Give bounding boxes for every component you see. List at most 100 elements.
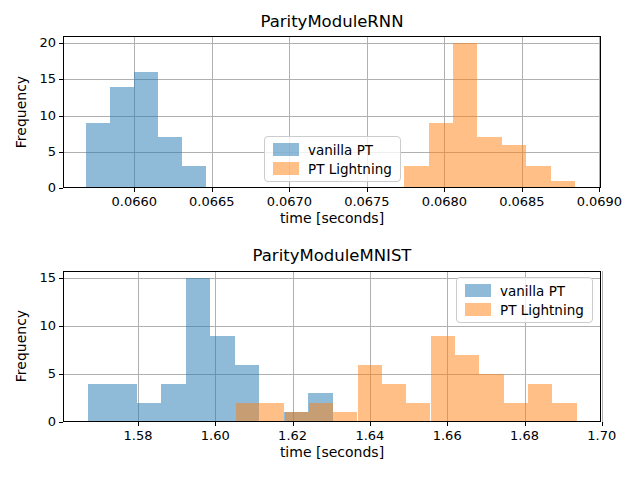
x-tick-label: 0.0660 xyxy=(112,194,158,209)
hist-bar xyxy=(260,403,284,422)
y-tick-mark xyxy=(59,116,63,117)
hist-bar xyxy=(210,336,235,422)
legend-mnist: vanilla PT PT Lightning xyxy=(456,277,593,323)
plot-title-rnn: ParityModuleRNN xyxy=(63,12,601,31)
x-tick-mark xyxy=(289,188,290,192)
x-tick-mark xyxy=(602,422,603,426)
y-tick-mark xyxy=(59,422,63,423)
y-tick-mark xyxy=(59,374,63,375)
x-tick-label: 0.0690 xyxy=(577,194,623,209)
y-tick-label: 0 xyxy=(16,414,56,429)
x-tick-mark xyxy=(367,188,368,192)
x-tick-mark xyxy=(212,188,213,192)
y-gridline xyxy=(63,43,601,44)
hist-bar xyxy=(182,166,206,188)
x-tick-mark xyxy=(599,188,600,192)
hist-bar xyxy=(161,384,186,422)
hist-bar xyxy=(479,374,503,422)
legend-label-pt-lightning: PT Lightning xyxy=(308,161,392,177)
hist-bar xyxy=(309,403,333,422)
legend-entry-vanilla-pt: vanilla PT xyxy=(465,282,584,299)
x-tick-label: 1.66 xyxy=(433,428,462,443)
x-tick-label: 0.0675 xyxy=(344,194,390,209)
hist-bar xyxy=(333,412,357,422)
hist-bar xyxy=(429,123,453,188)
hist-bar xyxy=(406,403,430,422)
y-tick-mark xyxy=(59,278,63,279)
x-tick-label: 0.0680 xyxy=(422,194,468,209)
x-tick-label: 0.0670 xyxy=(267,194,313,209)
y-tick-label: 15 xyxy=(16,71,56,86)
hist-bar xyxy=(552,403,576,422)
x-gridline xyxy=(212,36,213,188)
hist-bar xyxy=(110,87,134,188)
x-tick-label: 1.70 xyxy=(587,428,616,443)
x-tick-mark xyxy=(447,422,448,426)
hist-bar xyxy=(137,403,162,422)
legend-entry-pt-lightning: PT Lightning xyxy=(273,160,392,177)
y-tick-mark xyxy=(59,79,63,80)
vanilla-pt-swatch-icon xyxy=(273,143,299,156)
hist-bar xyxy=(477,137,501,188)
hist-bar xyxy=(285,412,309,422)
x-tick-label: 1.64 xyxy=(355,428,384,443)
x-tick-mark xyxy=(134,188,135,192)
y-tick-label: 10 xyxy=(16,108,56,123)
hist-bar xyxy=(526,166,551,188)
y-tick-label: 20 xyxy=(16,35,56,50)
hist-bar xyxy=(504,403,528,422)
x-tick-mark xyxy=(525,422,526,426)
x-gridline xyxy=(293,271,294,422)
hist-bar xyxy=(453,43,478,188)
legend-entry-pt-lightning: PT Lightning xyxy=(465,301,584,318)
hist-bar xyxy=(502,145,527,188)
x-tick-label: 0.0665 xyxy=(189,194,235,209)
x-tick-label: 1.68 xyxy=(510,428,539,443)
hist-bar xyxy=(134,72,158,188)
legend-label-vanilla-pt: vanilla PT xyxy=(500,283,565,299)
hist-bar xyxy=(382,384,406,422)
y-axis-label-mnist: Frequency xyxy=(13,271,31,421)
y-gridline xyxy=(63,374,601,375)
hist-bar xyxy=(528,384,552,422)
y-tick-label: 5 xyxy=(16,144,56,159)
x-gridline xyxy=(599,36,600,188)
x-axis-label-rnn: time [seconds] xyxy=(63,210,601,226)
y-gridline xyxy=(63,326,601,327)
x-tick-mark xyxy=(370,422,371,426)
x-tick-label: 1.60 xyxy=(201,428,230,443)
pt-lightning-swatch-icon xyxy=(273,162,299,175)
hist-bar xyxy=(455,355,479,422)
x-tick-mark xyxy=(138,422,139,426)
y-tick-label: 10 xyxy=(16,318,56,333)
hist-bar xyxy=(431,336,455,422)
legend-rnn: vanilla PT PT Lightning xyxy=(264,136,401,182)
x-tick-label: 1.62 xyxy=(278,428,307,443)
x-gridline xyxy=(602,271,603,422)
hist-bar xyxy=(158,137,182,188)
y-tick-mark xyxy=(59,43,63,44)
x-tick-mark xyxy=(522,188,523,192)
x-axis-label-mnist: time [seconds] xyxy=(63,444,601,460)
x-tick-mark xyxy=(293,422,294,426)
legend-label-vanilla-pt: vanilla PT xyxy=(308,142,373,158)
y-tick-label: 0 xyxy=(16,180,56,195)
plot-title-mnist: ParityModuleMNIST xyxy=(63,246,601,265)
legend-entry-vanilla-pt: vanilla PT xyxy=(273,141,392,158)
hist-bar xyxy=(404,166,429,188)
hist-bar xyxy=(551,181,575,188)
hist-bar xyxy=(112,384,137,422)
y-tick-label: 15 xyxy=(16,270,56,285)
y-tick-mark xyxy=(59,188,63,189)
pt-lightning-swatch-icon xyxy=(465,303,491,316)
vanilla-pt-swatch-icon xyxy=(465,284,491,297)
x-tick-mark xyxy=(444,188,445,192)
hist-bar xyxy=(86,123,110,188)
x-tick-label: 0.0685 xyxy=(499,194,545,209)
hist-bar xyxy=(186,278,211,422)
hist-bar xyxy=(236,403,260,422)
y-tick-label: 5 xyxy=(16,366,56,381)
x-tick-mark xyxy=(215,422,216,426)
figure: ParityModuleRNN Frequency time [seconds]… xyxy=(0,0,640,480)
hist-bar xyxy=(88,384,113,422)
